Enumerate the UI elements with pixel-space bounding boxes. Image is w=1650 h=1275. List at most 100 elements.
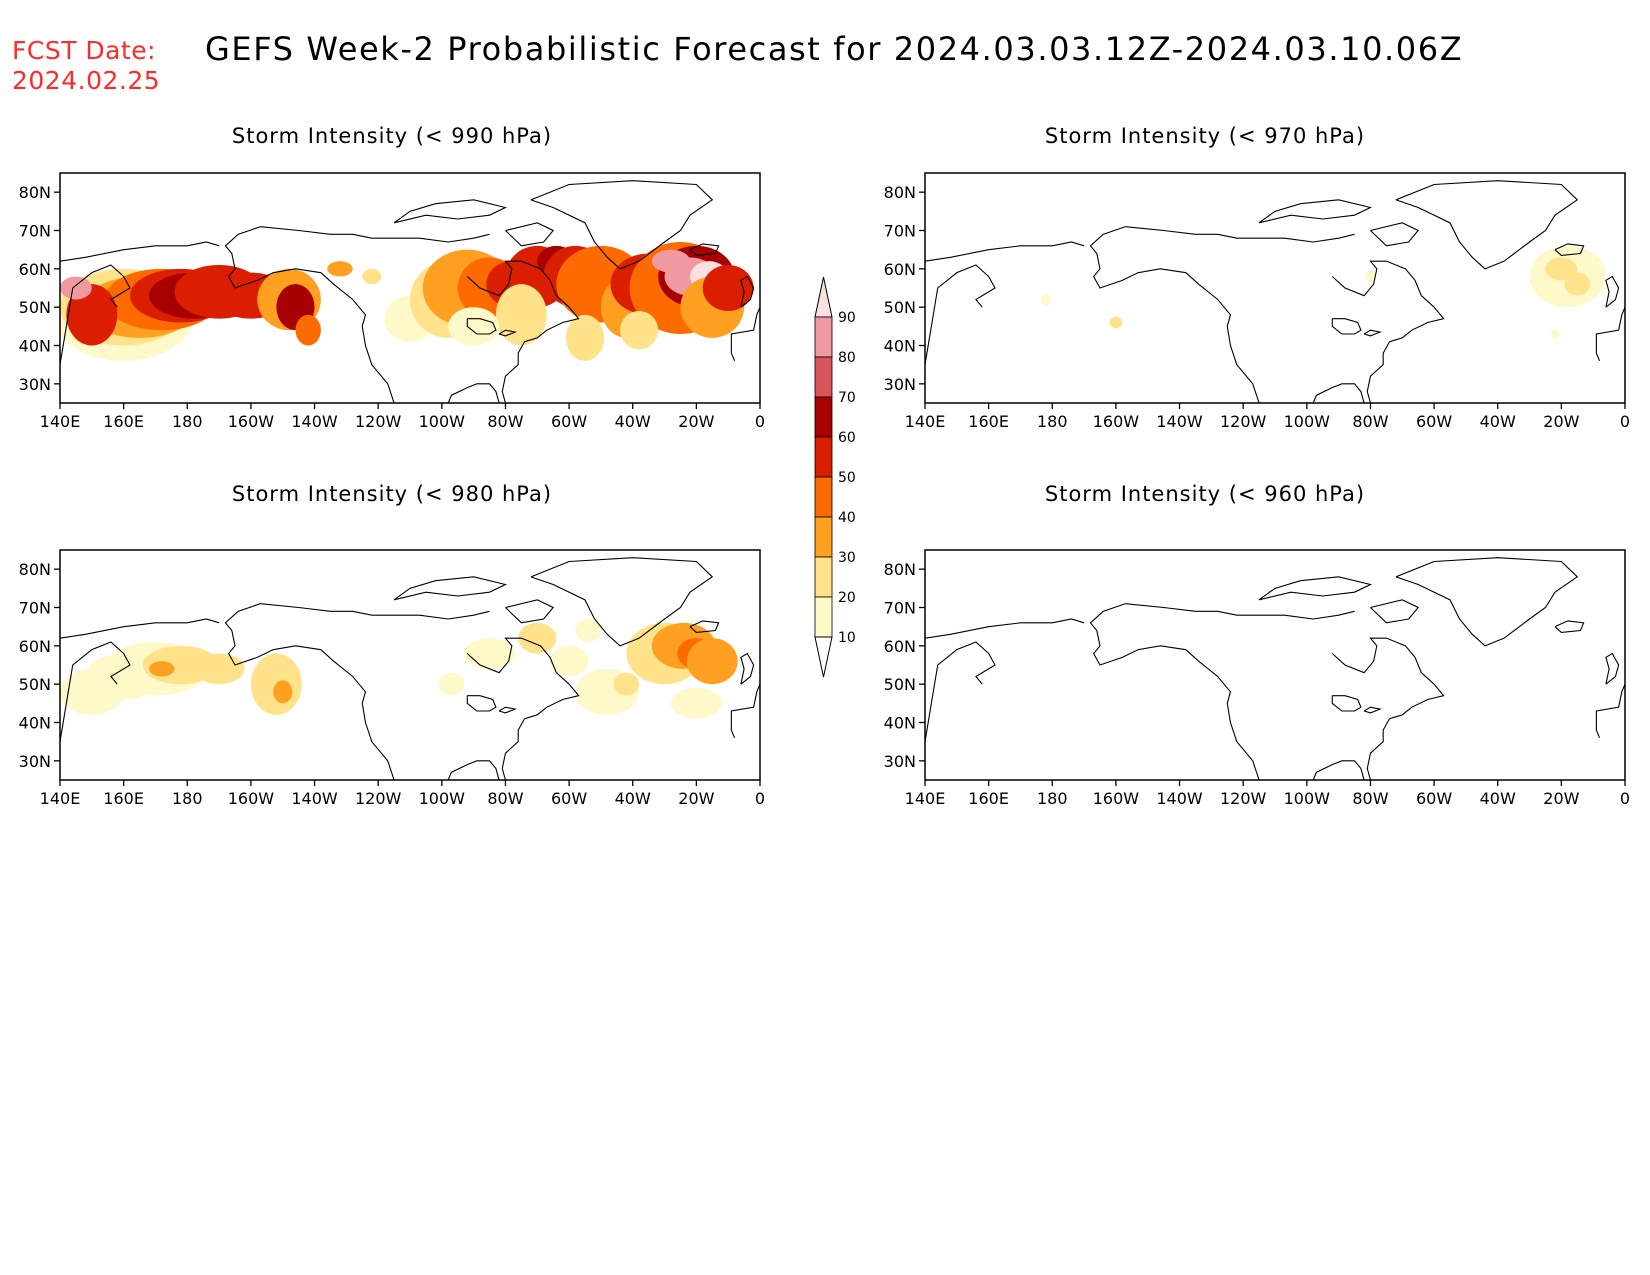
lon-label: 140E — [40, 412, 81, 431]
probability-shade — [686, 638, 738, 685]
lon-label: 80W — [487, 412, 523, 431]
lon-label: 180 — [172, 789, 203, 808]
colorbar-label: 30 — [838, 550, 856, 566]
lon-label: 20W — [678, 412, 714, 431]
coastline — [498, 329, 517, 337]
fcst-date-value: 2024.02.25 — [12, 66, 161, 95]
colorbar-label: 20 — [838, 590, 856, 606]
coastline — [60, 264, 131, 365]
coastline — [466, 695, 497, 712]
coastline — [925, 618, 1085, 639]
lat-label: 40N — [19, 714, 51, 733]
probability-shade — [702, 265, 754, 311]
probability-shade — [438, 672, 465, 696]
coastline — [60, 241, 220, 262]
lon-label: 60W — [551, 789, 587, 808]
colorbar-swatch — [814, 396, 833, 438]
coastline — [224, 603, 490, 780]
colorbar-swatch — [814, 596, 833, 638]
probability-shade — [66, 284, 118, 346]
probability-shade — [149, 661, 175, 677]
panel-title-980: Storm Intensity (< 980 hPa) — [231, 482, 553, 506]
probability-shade — [613, 672, 640, 696]
colorbar-label: 70 — [838, 390, 856, 406]
lat-label: 70N — [884, 599, 916, 618]
probability-shade — [273, 680, 293, 704]
coastline — [1554, 243, 1585, 256]
lon-label: 0 — [1620, 412, 1630, 431]
probability-shade — [1365, 270, 1376, 283]
probability-shade — [1564, 272, 1590, 296]
probability-shade — [295, 314, 321, 346]
lat-label: 40N — [19, 337, 51, 356]
coastline — [689, 243, 720, 256]
lat-label: 80N — [19, 183, 51, 202]
probability-shade — [60, 668, 124, 715]
lon-label: 100W — [419, 789, 466, 808]
coastline — [466, 318, 497, 335]
lat-label: 80N — [884, 183, 916, 202]
coastline — [740, 652, 755, 685]
colorbar-label: 80 — [838, 350, 856, 366]
lon-label: 160E — [103, 789, 144, 808]
lat-label: 30N — [884, 375, 916, 394]
coastline — [1370, 599, 1420, 624]
coastline — [1554, 620, 1585, 633]
coastline — [925, 641, 996, 742]
coastline — [1258, 576, 1373, 601]
coastline — [530, 180, 714, 270]
coastline — [1605, 652, 1620, 685]
lat-label: 80N — [884, 560, 916, 579]
panel-title-990: Storm Intensity (< 990 hPa) — [231, 124, 553, 148]
lat-label: 70N — [19, 222, 51, 241]
coastline — [1089, 226, 1355, 403]
coastline — [447, 383, 500, 403]
coastline — [393, 576, 508, 601]
lat-label: 50N — [884, 675, 916, 694]
colorbar-swatch — [814, 316, 833, 358]
lon-label: 80W — [1352, 412, 1388, 431]
probability-shade — [1109, 316, 1123, 329]
coastline — [1312, 383, 1365, 403]
lon-label: 140E — [905, 412, 946, 431]
lat-label: 50N — [19, 675, 51, 694]
coastline — [60, 641, 131, 742]
lat-label: 70N — [884, 222, 916, 241]
lat-label: 50N — [19, 298, 51, 317]
probability-shade — [448, 307, 500, 346]
lat-label: 40N — [884, 337, 916, 356]
map-content — [925, 180, 1625, 403]
coastline — [1395, 180, 1579, 270]
lat-label: 30N — [19, 375, 51, 394]
lat-label: 70N — [19, 599, 51, 618]
coastline — [1331, 637, 1445, 780]
coastline — [1605, 275, 1620, 308]
lat-label: 60N — [19, 637, 51, 656]
lon-label: 100W — [1284, 412, 1331, 431]
coastline — [447, 760, 500, 780]
lon-label: 60W — [551, 412, 587, 431]
lon-label: 40W — [1480, 789, 1516, 808]
map-panel-p960: 80N 70N 60N 50N 40N 30N 140E 160E 180 160W 140W 120… — [884, 549, 1630, 808]
colorbar-label: 50 — [838, 470, 856, 486]
probability-shade — [670, 688, 722, 719]
coastline — [1258, 199, 1373, 224]
coastline — [466, 260, 580, 403]
lat-label: 30N — [884, 752, 916, 771]
lon-label: 140W — [1156, 789, 1203, 808]
colorbar: 10 20 30 40 50 60 70 80 90 — [814, 276, 856, 678]
lon-label: 20W — [1543, 412, 1579, 431]
lon-label: 160W — [228, 789, 275, 808]
colorbar-swatch — [814, 356, 833, 398]
colorbar-label: 60 — [838, 430, 856, 446]
coastline — [730, 306, 760, 362]
probability-shade — [362, 268, 382, 285]
map-panel-p980: 80N 70N 60N 50N 40N 30N 140E 160E 180 160W 140W 120… — [19, 549, 765, 808]
fcst-date-label: FCST Date: — [12, 36, 157, 65]
probability-shade — [550, 645, 589, 677]
probability-shade — [1551, 329, 1559, 339]
lon-label: 0 — [1620, 789, 1630, 808]
lon-label: 80W — [487, 789, 523, 808]
coastline — [505, 599, 555, 624]
lon-label: 180 — [1037, 789, 1068, 808]
